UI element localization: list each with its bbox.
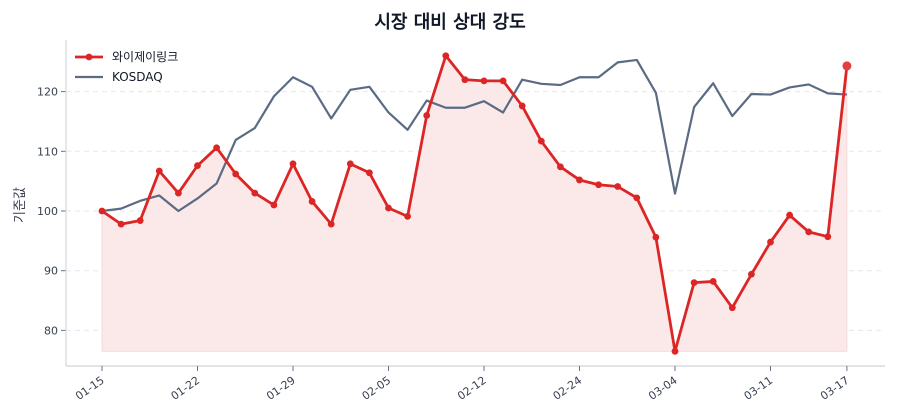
data-point bbox=[557, 163, 564, 171]
data-point bbox=[194, 162, 201, 170]
data-point bbox=[576, 176, 583, 184]
data-point bbox=[595, 181, 602, 189]
x-tick-label: 03-04 bbox=[646, 374, 680, 403]
x-tick-label: 02-12 bbox=[455, 374, 489, 403]
data-point bbox=[251, 189, 259, 197]
data-point bbox=[213, 144, 221, 152]
x-tick-label: 03-11 bbox=[742, 374, 776, 403]
x-tick-label: 03-17 bbox=[818, 374, 852, 403]
y-tick-label: 120 bbox=[37, 86, 58, 99]
stock-line bbox=[101, 54, 849, 353]
y-tick-label: 90 bbox=[44, 265, 58, 278]
data-point bbox=[117, 220, 125, 228]
data-point bbox=[537, 137, 545, 145]
data-point bbox=[155, 167, 163, 175]
data-point bbox=[308, 198, 316, 205]
data-point bbox=[461, 76, 469, 84]
legend-kosdaq-label: KOSDAQ bbox=[112, 70, 163, 84]
data-point bbox=[366, 169, 373, 177]
data-point bbox=[346, 160, 354, 168]
data-point bbox=[767, 238, 774, 246]
y-tick-label: 100 bbox=[37, 205, 58, 218]
data-point bbox=[442, 52, 450, 60]
data-point bbox=[748, 270, 755, 278]
y-tick-label: 110 bbox=[37, 145, 58, 158]
data-point bbox=[98, 207, 106, 215]
data-point bbox=[518, 102, 526, 110]
y-axis-label: 기준값 bbox=[13, 187, 28, 223]
data-point bbox=[499, 77, 507, 85]
x-tick-label: 01-15 bbox=[73, 374, 107, 403]
data-point bbox=[805, 228, 813, 236]
y-tick-label: 80 bbox=[44, 324, 58, 337]
x-tick-label: 02-24 bbox=[551, 374, 585, 403]
data-point bbox=[614, 183, 622, 190]
data-point bbox=[423, 112, 431, 119]
data-point bbox=[136, 217, 144, 224]
x-tick-label: 02-05 bbox=[360, 374, 394, 403]
legend-stock-marker bbox=[85, 53, 93, 61]
legend: 와이제이링크 KOSDAQ bbox=[75, 50, 178, 84]
data-point bbox=[289, 160, 297, 168]
data-point bbox=[671, 347, 679, 355]
data-point bbox=[385, 204, 392, 212]
data-point bbox=[824, 233, 832, 241]
data-point bbox=[327, 220, 335, 228]
data-point bbox=[709, 278, 717, 285]
last-point-marker bbox=[842, 61, 852, 71]
data-point bbox=[270, 201, 278, 209]
x-tick-label: 01-29 bbox=[264, 374, 298, 403]
data-point bbox=[690, 279, 698, 287]
data-point bbox=[480, 77, 488, 85]
data-point bbox=[652, 233, 660, 241]
x-tick-label: 01-22 bbox=[169, 374, 203, 403]
legend-stock-label: 와이제이링크 bbox=[112, 50, 178, 64]
data-point bbox=[786, 211, 793, 219]
data-point bbox=[404, 212, 411, 220]
data-point bbox=[728, 304, 736, 312]
data-point bbox=[633, 194, 641, 202]
data-point bbox=[232, 170, 240, 178]
data-point bbox=[175, 189, 182, 197]
chart-title: 시장 대비 상대 강도 bbox=[374, 12, 526, 33]
